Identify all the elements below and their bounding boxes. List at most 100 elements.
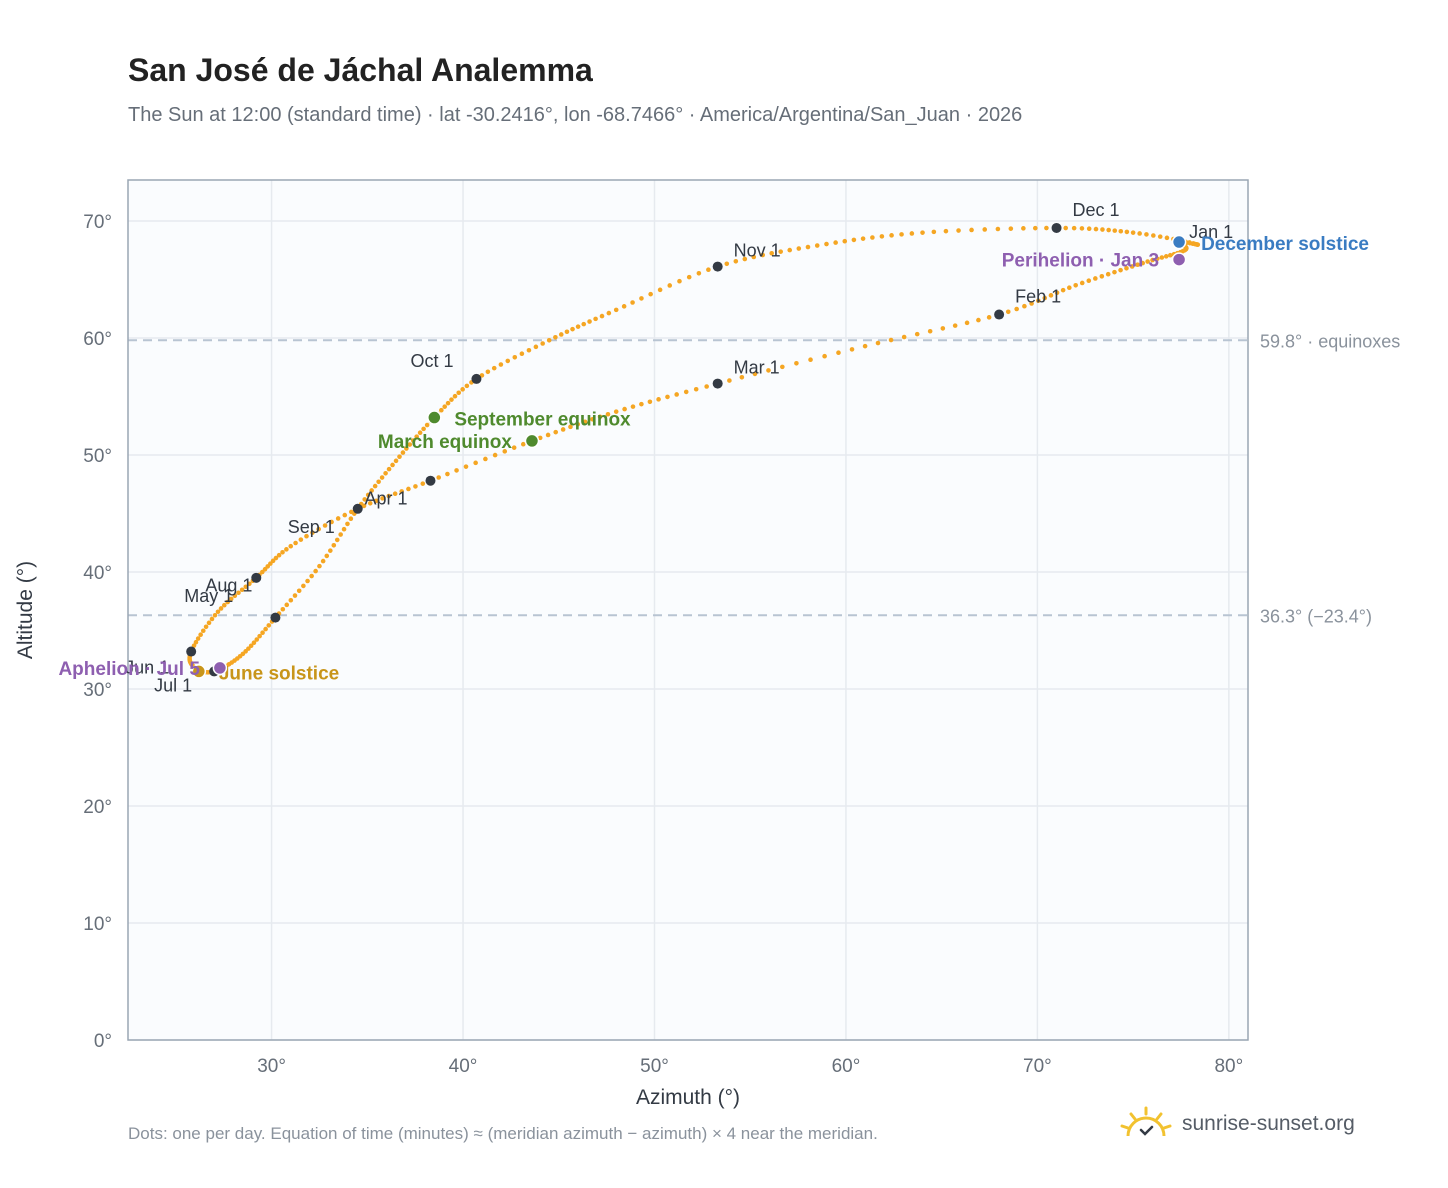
day-dot: [545, 432, 551, 438]
day-dot: [766, 368, 771, 373]
day-dot: [1106, 227, 1111, 233]
day-dot: [436, 475, 442, 480]
day-dot: [485, 369, 491, 375]
month-label: May 1: [184, 586, 233, 606]
day-dot: [836, 350, 841, 356]
day-dot: [322, 523, 328, 528]
day-dot: [464, 383, 470, 389]
day-dot: [1099, 274, 1105, 279]
day-dot: [511, 445, 517, 450]
day-dot: [546, 337, 552, 343]
day-dot: [221, 602, 227, 608]
day-dot: [940, 326, 946, 331]
day-dot: [824, 241, 829, 247]
day-dot: [483, 456, 488, 462]
x-tick-label: 60°: [832, 1056, 861, 1077]
day-dot: [805, 244, 811, 250]
day-dot: [316, 526, 321, 532]
month-marker: [352, 503, 363, 514]
day-dot: [445, 400, 451, 406]
day-dot: [724, 261, 730, 267]
day-dot: [338, 532, 343, 537]
day-dot: [849, 347, 855, 352]
day-dot: [727, 378, 732, 383]
day-dot: [593, 316, 598, 322]
day-dot: [331, 543, 337, 548]
day-dot: [452, 393, 458, 399]
day-dot: [304, 533, 309, 539]
day-dot: [1005, 309, 1011, 315]
day-dot: [630, 300, 635, 305]
day-dot: [665, 394, 670, 400]
day-dot: [193, 639, 199, 645]
day-dot: [288, 543, 294, 549]
day-dot: [298, 537, 304, 542]
day-dot: [1093, 276, 1098, 281]
month-label: Oct 1: [410, 351, 453, 371]
day-dot: [1054, 290, 1060, 296]
day-dot: [862, 343, 868, 349]
x-tick-label: 80°: [1214, 1056, 1243, 1077]
day-dot: [310, 530, 315, 535]
month-label: Dec 1: [1073, 200, 1120, 220]
month-label: Feb 1: [1015, 287, 1061, 307]
day-dot: [796, 246, 802, 251]
day-dot: [851, 237, 857, 243]
event-marker: [1171, 234, 1187, 250]
day-dot: [273, 555, 279, 561]
day-dot: [683, 389, 689, 395]
y-axis-ticks: 0° 10° 20° 30° 40° 50° 60° 70°: [83, 212, 112, 1052]
day-dot: [329, 519, 334, 525]
day-dot: [706, 267, 711, 273]
day-dot: [367, 500, 373, 506]
day-dot: [519, 351, 525, 357]
day-dot: [502, 449, 508, 454]
month-marker: [994, 309, 1005, 320]
day-dot: [752, 371, 758, 377]
day-dot: [232, 593, 238, 599]
day-dot: [1137, 231, 1142, 236]
day-dot: [780, 364, 785, 370]
day-dot: [769, 250, 774, 256]
day-dot: [251, 640, 257, 646]
day-dot: [301, 583, 306, 589]
day-dot: [739, 374, 745, 380]
day-dot: [879, 234, 885, 239]
day-dot: [1086, 278, 1092, 284]
event-marker: [427, 410, 442, 425]
day-dot: [704, 384, 709, 389]
day-dot: [421, 426, 426, 432]
day-dot: [969, 227, 974, 233]
day-dot: [212, 612, 218, 618]
day-dot: [392, 491, 398, 497]
day-dot: [206, 620, 212, 626]
day-dot: [964, 320, 970, 326]
day-dot: [473, 460, 478, 466]
day-dot: [328, 548, 333, 553]
day-dot: [581, 321, 587, 327]
day-dot: [439, 407, 444, 413]
day-dot: [228, 596, 234, 602]
x-tick-label: 30°: [257, 1056, 286, 1077]
event-marker: [212, 660, 228, 676]
reference-line-label: 36.3° (−23.4°): [1260, 606, 1372, 626]
x-tick-label: 70°: [1023, 1056, 1052, 1077]
day-dot: [630, 404, 636, 409]
day-dot: [348, 516, 354, 522]
y-tick-label: 20°: [83, 797, 112, 818]
brand-logo[interactable]: sunrise-sunset.org: [1120, 1102, 1355, 1146]
day-dot: [399, 489, 404, 494]
day-dot: [383, 471, 388, 476]
day-dot: [203, 624, 209, 630]
month-label: Aug 1: [205, 576, 252, 596]
day-dot: [414, 434, 419, 439]
day-dot: [1157, 234, 1163, 239]
day-dot: [1118, 267, 1123, 273]
day-dot: [512, 354, 518, 360]
day-dot: [1164, 235, 1170, 241]
day-dot: [1118, 228, 1124, 234]
day-dot: [324, 553, 330, 559]
day-dot: [870, 235, 875, 240]
day-dot: [1124, 229, 1130, 235]
day-dot: [537, 435, 543, 441]
